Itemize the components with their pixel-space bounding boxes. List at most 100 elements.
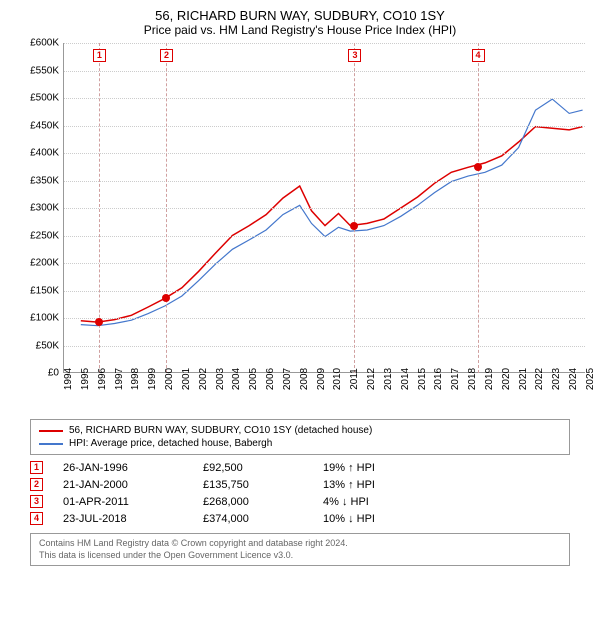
sale-price: £268,000 — [203, 496, 323, 508]
legend-swatch — [39, 443, 63, 445]
gridline — [64, 43, 585, 44]
x-tick-label: 2008 — [299, 368, 310, 390]
sale-marker-label: 4 — [472, 49, 485, 62]
chart-subtitle: Price paid vs. HM Land Registry's House … — [10, 23, 590, 37]
gridline — [64, 71, 585, 72]
x-tick-label: 2011 — [349, 368, 360, 390]
x-tick-label: 2002 — [198, 368, 209, 390]
x-tick-label: 2019 — [484, 368, 495, 390]
x-tick-label: 1998 — [130, 368, 141, 390]
gridline — [64, 236, 585, 237]
y-tick-label: £0 — [15, 368, 59, 379]
sale-row-marker: 2 — [30, 478, 43, 491]
x-tick-label: 2016 — [433, 368, 444, 390]
x-tick-label: 2007 — [282, 368, 293, 390]
x-tick-label: 2024 — [568, 368, 579, 390]
sale-row-marker: 3 — [30, 495, 43, 508]
sale-marker-line — [166, 43, 167, 373]
y-tick-label: £450K — [15, 120, 59, 131]
x-tick-label: 2009 — [316, 368, 327, 390]
y-tick-label: £600K — [15, 38, 59, 49]
x-tick-label: 2006 — [265, 368, 276, 390]
gridline — [64, 181, 585, 182]
x-tick-label: 2014 — [400, 368, 411, 390]
sale-marker-line — [478, 43, 479, 373]
y-axis: £0£50K£100K£150K£200K£250K£300K£350K£400… — [15, 43, 63, 373]
x-tick-label: 2005 — [248, 368, 259, 390]
sale-date: 21-JAN-2000 — [63, 479, 203, 491]
sale-row: 4 23-JUL-2018£374,00010% ↓ HPI — [30, 510, 570, 527]
gridline — [64, 291, 585, 292]
gridline — [64, 318, 585, 319]
sale-row: 2 21-JAN-2000£135,75013% ↑ HPI — [30, 476, 570, 493]
legend-item: 56, RICHARD BURN WAY, SUDBURY, CO10 1SY … — [39, 424, 561, 437]
sale-date: 26-JAN-1996 — [63, 462, 203, 474]
x-tick-label: 1995 — [80, 368, 91, 390]
gridline — [64, 126, 585, 127]
x-tick-label: 2004 — [231, 368, 242, 390]
x-tick-label: 1999 — [147, 368, 158, 390]
plot-area: 1234 — [63, 43, 585, 373]
legend: 56, RICHARD BURN WAY, SUDBURY, CO10 1SY … — [30, 419, 570, 455]
sale-row: 3 01-APR-2011£268,0004% ↓ HPI — [30, 493, 570, 510]
sales-table: 1 26-JAN-1996£92,50019% ↑ HPI 2 21-JAN-2000… — [30, 459, 570, 527]
x-tick-label: 2020 — [501, 368, 512, 390]
sale-data-point — [95, 318, 103, 326]
x-axis: 1994199519961997199819992000200120022003… — [63, 375, 585, 413]
y-tick-label: £200K — [15, 258, 59, 269]
x-tick-label: 2001 — [181, 368, 192, 390]
x-tick-label: 2025 — [585, 368, 596, 390]
x-tick-label: 2017 — [450, 368, 461, 390]
legend-item: HPI: Average price, detached house, Babe… — [39, 437, 561, 450]
sale-marker-line — [354, 43, 355, 373]
sale-date: 23-JUL-2018 — [63, 513, 203, 525]
x-tick-label: 2022 — [534, 368, 545, 390]
sale-row-marker: 4 — [30, 512, 43, 525]
attribution-line: This data is licensed under the Open Gov… — [39, 550, 561, 562]
x-tick-label: 2010 — [332, 368, 343, 390]
legend-label: 56, RICHARD BURN WAY, SUDBURY, CO10 1SY … — [69, 425, 372, 436]
x-tick-label: 2015 — [417, 368, 428, 390]
gridline — [64, 263, 585, 264]
legend-swatch — [39, 430, 63, 432]
sale-price: £374,000 — [203, 513, 323, 525]
gridline — [64, 208, 585, 209]
sale-hpi-diff: 13% ↑ HPI — [323, 479, 443, 491]
sale-price: £135,750 — [203, 479, 323, 491]
x-tick-label: 2013 — [383, 368, 394, 390]
y-tick-label: £350K — [15, 175, 59, 186]
sale-data-point — [474, 163, 482, 171]
sale-hpi-diff: 4% ↓ HPI — [323, 496, 443, 508]
sale-row-marker: 1 — [30, 461, 43, 474]
chart-container: 56, RICHARD BURN WAY, SUDBURY, CO10 1SY … — [0, 0, 600, 574]
attribution-line: Contains HM Land Registry data © Crown c… — [39, 538, 561, 550]
sale-hpi-diff: 10% ↓ HPI — [323, 513, 443, 525]
x-tick-label: 1997 — [114, 368, 125, 390]
y-tick-label: £300K — [15, 203, 59, 214]
legend-label: HPI: Average price, detached house, Babe… — [69, 438, 272, 449]
sale-marker-label: 3 — [348, 49, 361, 62]
sale-data-point — [162, 294, 170, 302]
y-tick-label: £500K — [15, 93, 59, 104]
y-tick-label: £400K — [15, 148, 59, 159]
chart-title: 56, RICHARD BURN WAY, SUDBURY, CO10 1SY — [10, 8, 590, 23]
x-tick-label: 2021 — [518, 368, 529, 390]
sale-row: 1 26-JAN-1996£92,50019% ↑ HPI — [30, 459, 570, 476]
gridline — [64, 153, 585, 154]
sale-date: 01-APR-2011 — [63, 496, 203, 508]
y-tick-label: £100K — [15, 313, 59, 324]
gridline — [64, 98, 585, 99]
sale-price: £92,500 — [203, 462, 323, 474]
x-tick-label: 1996 — [97, 368, 108, 390]
x-tick-label: 1994 — [63, 368, 74, 390]
y-tick-label: £550K — [15, 65, 59, 76]
x-tick-label: 2000 — [164, 368, 175, 390]
sale-marker-label: 2 — [160, 49, 173, 62]
x-tick-label: 2023 — [551, 368, 562, 390]
y-tick-label: £50K — [15, 340, 59, 351]
y-tick-label: £150K — [15, 285, 59, 296]
gridline — [64, 346, 585, 347]
sale-hpi-diff: 19% ↑ HPI — [323, 462, 443, 474]
x-tick-label: 2003 — [215, 368, 226, 390]
chart-area: £0£50K£100K£150K£200K£250K£300K£350K£400… — [15, 43, 585, 413]
